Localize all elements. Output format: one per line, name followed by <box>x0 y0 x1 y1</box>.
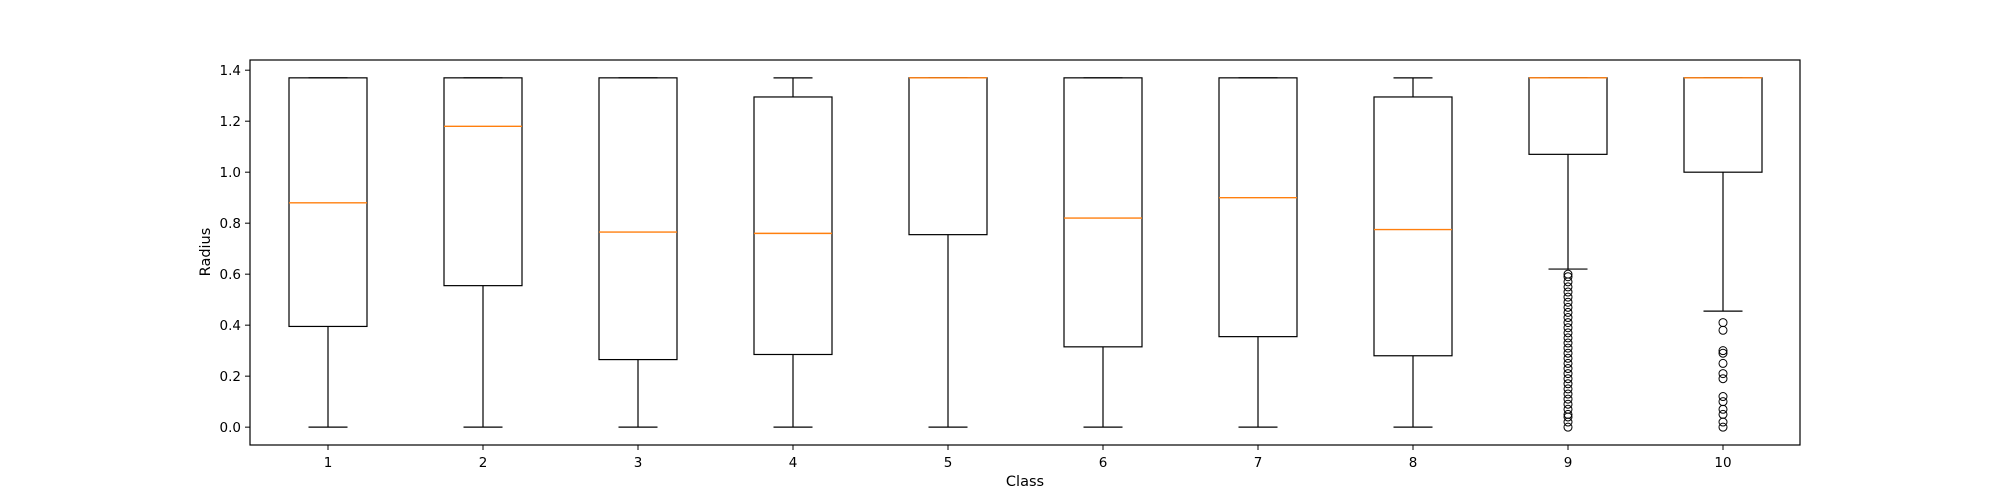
box-class-4 <box>753 77 833 428</box>
outlier-point <box>1563 297 1573 307</box>
box-class-6 <box>1063 77 1143 428</box>
outlier-point <box>1718 348 1728 358</box>
outlier-point <box>1563 343 1573 353</box>
outlier-point <box>1563 374 1573 384</box>
outlier-point <box>1563 292 1573 302</box>
y-tick-label: 0.6 <box>220 267 241 283</box>
interquartile-box <box>1373 96 1453 357</box>
outlier-point <box>1563 409 1573 419</box>
box-class-7 <box>1218 77 1298 428</box>
outlier-point <box>1563 364 1573 374</box>
box-class-10 <box>1683 77 1763 432</box>
y-tick-label: 0.2 <box>220 369 241 385</box>
outlier-point <box>1563 269 1573 279</box>
outlier-point <box>1563 422 1573 432</box>
y-axis-ticks: 0.0 0.2 0.4 0.6 0.8 1.0 1.2 1.4 <box>220 63 250 436</box>
y-tick-label: 1.2 <box>220 114 241 130</box>
x-tick-label: 1 <box>324 455 333 471</box>
y-axis-title: Radius <box>198 228 214 277</box>
interquartile-box <box>1063 77 1143 348</box>
outlier-point <box>1563 333 1573 343</box>
box-class-1 <box>288 77 368 428</box>
outlier-point <box>1718 392 1728 402</box>
outlier-point <box>1563 394 1573 404</box>
outlier-point <box>1563 348 1573 358</box>
x-tick-label: 5 <box>944 455 953 471</box>
box-class-5 <box>908 77 988 428</box>
interquartile-box <box>443 77 523 287</box>
box-class-9 <box>1528 77 1608 432</box>
outlier-point <box>1718 369 1728 379</box>
outlier-point <box>1718 409 1728 419</box>
outlier-point <box>1718 346 1728 356</box>
outlier-point <box>1718 397 1728 407</box>
outlier-point <box>1563 384 1573 394</box>
plot-area <box>288 77 1763 432</box>
outlier-point <box>1563 369 1573 379</box>
box-class-3 <box>598 77 678 428</box>
x-tick-label: 4 <box>789 455 798 471</box>
outlier-point <box>1563 318 1573 328</box>
box-class-8 <box>1373 77 1453 428</box>
outlier-point <box>1718 318 1728 328</box>
y-tick-label: 0.8 <box>220 216 241 232</box>
outlier-point <box>1563 399 1573 409</box>
outlier-point <box>1563 287 1573 297</box>
box-class-2 <box>443 77 523 428</box>
outlier-point <box>1718 358 1728 368</box>
outlier-point <box>1563 302 1573 312</box>
interquartile-box <box>598 77 678 361</box>
outlier-point <box>1563 313 1573 323</box>
x-tick-label: 9 <box>1564 455 1573 471</box>
outlier-point <box>1563 307 1573 317</box>
x-axis-ticks: 1 2 3 4 5 6 7 8 9 10 <box>324 445 1732 471</box>
outlier-point <box>1718 422 1728 432</box>
outlier-point <box>1563 389 1573 399</box>
y-tick-label: 0.4 <box>220 318 241 334</box>
x-tick-label: 8 <box>1409 455 1418 471</box>
x-tick-label: 2 <box>479 455 488 471</box>
outlier-point <box>1563 379 1573 389</box>
outlier-point <box>1563 323 1573 333</box>
outlier-point <box>1718 374 1728 384</box>
outlier-point <box>1563 358 1573 368</box>
x-tick-label: 6 <box>1099 455 1108 471</box>
x-axis-title: Class <box>1006 474 1044 490</box>
interquartile-box <box>753 96 833 356</box>
axes-frame <box>249 59 1801 446</box>
outlier-point <box>1563 404 1573 414</box>
y-tick-label: 1.0 <box>220 165 241 181</box>
outlier-point <box>1563 338 1573 348</box>
outlier-point <box>1563 328 1573 338</box>
interquartile-box <box>1218 77 1298 338</box>
x-tick-label: 10 <box>1714 455 1731 471</box>
outlier-point <box>1563 272 1573 282</box>
x-tick-label: 7 <box>1254 455 1263 471</box>
x-tick-label: 3 <box>634 455 643 471</box>
y-tick-label: 0.0 <box>220 420 241 436</box>
outlier-point <box>1563 353 1573 363</box>
outlier-point <box>1563 282 1573 292</box>
y-tick-label: 1.4 <box>220 63 241 79</box>
